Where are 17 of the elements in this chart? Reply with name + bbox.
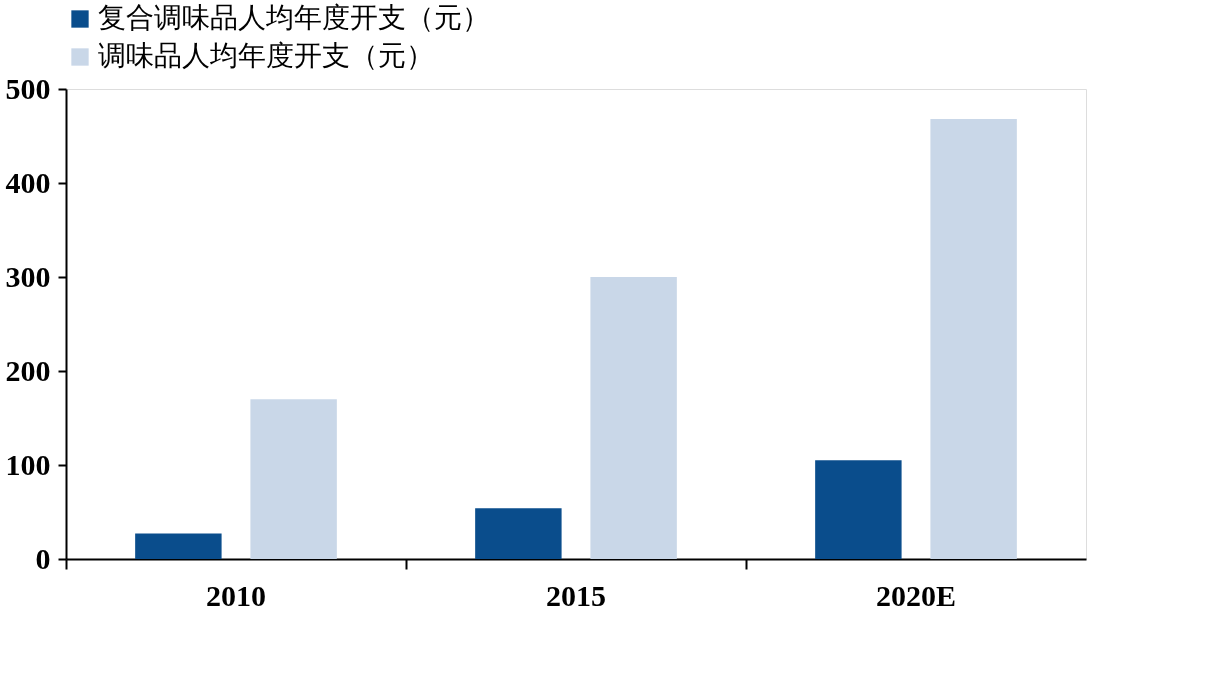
bar	[815, 460, 902, 559]
legend-label: 调味品人均年度开支（元）	[98, 39, 434, 72]
legend-label: 复合调味品人均年度开支（元）	[98, 1, 490, 34]
bar	[135, 533, 222, 559]
bar	[250, 399, 337, 559]
y-tick-label: 100	[5, 447, 51, 481]
y-tick-label: 500	[5, 71, 51, 105]
y-tick-label: 400	[5, 165, 51, 199]
x-tick-label: 2010	[206, 578, 266, 612]
y-tick-label: 0	[35, 541, 51, 575]
bar	[590, 277, 677, 559]
bar	[475, 508, 562, 559]
y-tick-label: 300	[5, 259, 51, 293]
y-tick-label: 200	[5, 353, 51, 387]
bar	[930, 119, 1017, 559]
x-tick-label: 2015	[546, 578, 606, 612]
x-tick-label: 2020E	[875, 578, 957, 612]
